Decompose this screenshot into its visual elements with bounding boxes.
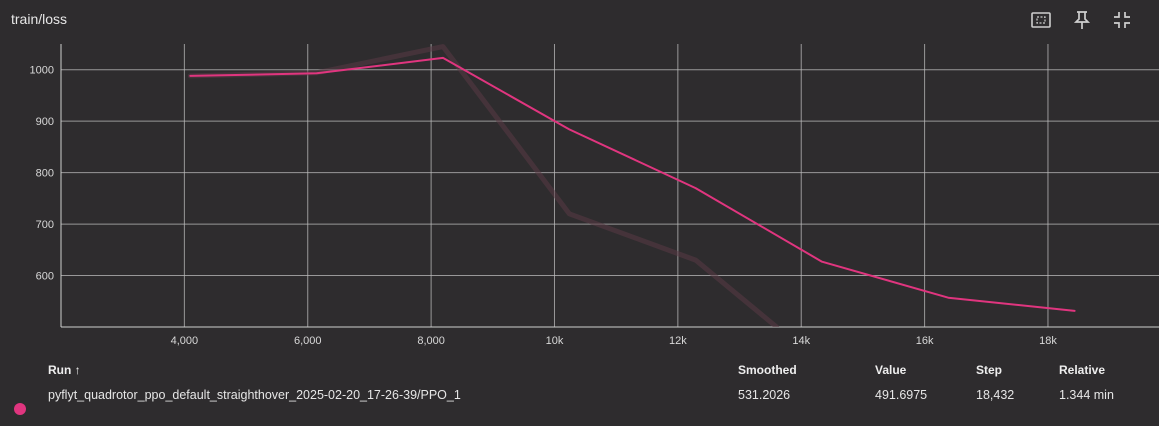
collapse-icon[interactable] — [1111, 9, 1133, 31]
line-chart: 4,000 6,000 8,000 10k 12k 14k 16k 18k 600 700 800 9… — [30, 44, 1159, 347]
column-header-value[interactable]: Value — [875, 363, 907, 377]
x-tick-label: 6,000 — [294, 335, 322, 347]
fit-domain-icon[interactable] — [1030, 9, 1052, 31]
x-tick-label: 4,000 — [171, 335, 199, 347]
smoothed-series-line — [189, 56, 1076, 312]
x-tick-label: 16k — [916, 335, 934, 347]
column-header-run[interactable]: Run ↑ — [48, 363, 81, 377]
run-smoothed-value: 531.2026 — [738, 388, 791, 402]
x-tick-label: 8,000 — [417, 335, 445, 347]
y-tick-label: 1000 — [30, 65, 54, 77]
x-tick-label: 10k — [546, 335, 564, 347]
x-tick-label: 14k — [792, 335, 810, 347]
run-name: pyflyt_quadrotor_ppo_default_straighthov… — [48, 388, 461, 402]
pin-icon[interactable] — [1071, 9, 1093, 31]
run-step: 18,432 — [976, 388, 1015, 402]
run-value: 491.6975 — [875, 388, 928, 402]
column-header-step[interactable]: Step — [976, 363, 1003, 377]
x-tick-label: 18k — [1039, 335, 1057, 347]
run-color-dot[interactable] — [14, 403, 26, 415]
raw-series-line — [187, 44, 780, 327]
y-tick-label: 700 — [36, 219, 54, 231]
y-tick-label: 900 — [36, 116, 54, 128]
column-header-smoothed[interactable]: Smoothed — [738, 363, 797, 377]
y-tick-label: 800 — [36, 168, 54, 180]
y-tick-label: 600 — [36, 271, 54, 283]
column-header-relative[interactable]: Relative — [1059, 363, 1106, 377]
card-title: train/loss — [11, 11, 68, 27]
run-relative-time: 1.344 min — [1059, 388, 1114, 402]
x-tick-label: 12k — [669, 335, 687, 347]
